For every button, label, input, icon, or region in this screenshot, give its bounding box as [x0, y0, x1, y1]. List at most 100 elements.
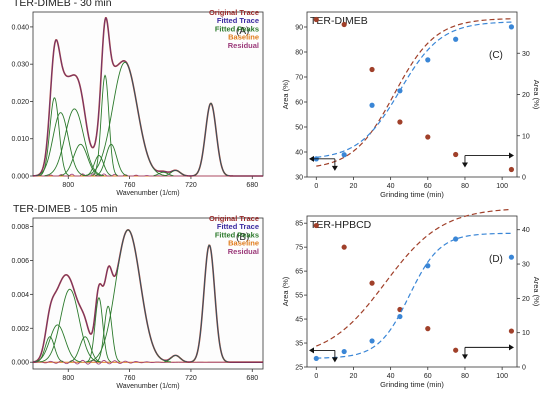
- x-tick-label: 720: [185, 182, 197, 189]
- y-tick-label: 90: [295, 25, 303, 32]
- y-axis-label: Area (%): [281, 276, 290, 306]
- y-tick-label: 25: [295, 365, 303, 372]
- panel-D: 25 35 45 55 65 75 85 0 10 20 30 40 0 20 40 60 80 100 Grind…: [281, 208, 541, 389]
- right-axis-arrowhead: [509, 344, 514, 351]
- right-axis-arrowhead: [509, 152, 514, 159]
- data-point-right: [453, 36, 459, 42]
- x-tick-label: 20: [350, 183, 358, 190]
- data-point-left: [313, 16, 319, 23]
- data-point-right: [313, 355, 319, 362]
- fitted-peak-3: [44, 108, 104, 177]
- y2-axis-label: Area (%): [532, 277, 541, 307]
- x-tick-label: 60: [424, 183, 432, 190]
- x-tick-label: 760: [124, 375, 136, 382]
- y-tick-label: 80: [295, 50, 303, 57]
- y-tick-label: 60: [295, 100, 303, 107]
- data-point-right: [341, 152, 347, 158]
- data-point-left: [397, 119, 403, 125]
- data-point-right: [397, 88, 403, 94]
- y-tick-label: 55: [295, 293, 303, 300]
- data-point-right: [425, 57, 431, 63]
- y-tick-label: 0.000: [11, 360, 29, 367]
- x-tick-label: 80: [461, 183, 469, 190]
- y-tick-label: 50: [295, 125, 303, 132]
- y2-tick-label: 30: [522, 262, 530, 269]
- data-point-right: [425, 263, 431, 269]
- x-tick-label: 20: [350, 373, 358, 380]
- x-tick-label: 40: [387, 183, 395, 190]
- left-axis-arrowhead-down: [331, 357, 338, 363]
- fit-curve-right: [316, 232, 512, 359]
- x-axis-label: Wavenumber (1/cm): [116, 383, 179, 390]
- fitted-peak-2: [35, 112, 86, 177]
- x-tick-label: 760: [124, 182, 136, 189]
- panel-label: (A): [236, 26, 249, 37]
- fitted-peak-6: [95, 305, 121, 363]
- x-tick-label: 60: [424, 373, 432, 380]
- y-tick-label: 0.004: [11, 292, 29, 299]
- y-tick-label: 0.002: [11, 326, 29, 333]
- legend-entry: Residual: [228, 247, 259, 256]
- data-point-left: [313, 222, 319, 229]
- y-axis-label: Area (%): [281, 79, 290, 109]
- y-tick-label: 0.040: [11, 24, 29, 31]
- residual-line: [32, 359, 263, 365]
- x-tick-label: 80: [461, 373, 469, 380]
- panel-B: 0.000 0.002 0.004 0.006 0.008 800 760 720 680 Wav…: [11, 203, 264, 390]
- data-point-left: [508, 328, 515, 334]
- x-tick-label: 720: [185, 375, 197, 382]
- x-tick-label: 800: [62, 182, 74, 189]
- fitted-trace-line: [32, 229, 263, 363]
- y2-axis-label: Area (%): [532, 80, 541, 110]
- fitted-peak-7: [95, 143, 128, 177]
- data-point-right: [453, 236, 459, 242]
- y-tick-label: 0.010: [11, 136, 29, 143]
- y-tick-label: 40: [295, 150, 303, 157]
- y-tick-label: 30: [295, 175, 303, 182]
- x-axis-label: Grinding time (min): [380, 190, 444, 199]
- fitted-peak-5: [86, 297, 112, 363]
- data-point-left: [369, 280, 375, 286]
- data-point-right: [508, 24, 515, 30]
- legend-entry: Fitted Trace: [217, 222, 259, 231]
- right-axis-arrowhead-down: [461, 354, 468, 360]
- y2-tick-label: 10: [522, 133, 530, 140]
- y-tick-label: 75: [295, 245, 303, 252]
- panel-A: 0.000 0.010 0.020 0.030 0.040 800 760 720 680 Wav…: [11, 0, 264, 197]
- plot-frame: [306, 215, 518, 368]
- y-tick-label: 65: [295, 269, 303, 276]
- x-tick-label: 680: [246, 182, 258, 189]
- fit-curve-left: [316, 208, 512, 347]
- data-point-right: [397, 313, 403, 320]
- y2-tick-label: 40: [522, 227, 530, 234]
- fitted-peak-3: [39, 288, 101, 363]
- panel-label: (B): [236, 232, 249, 243]
- x-axis-label: Grinding time (min): [380, 380, 444, 389]
- chart-title: TER-HPBCD: [310, 219, 372, 231]
- data-point-left: [453, 151, 459, 158]
- data-point-left: [425, 134, 431, 140]
- residual-line: [33, 173, 263, 177]
- left-axis-arrowhead: [309, 155, 314, 162]
- fitted-peak-9: [153, 171, 174, 177]
- x-tick-label: 100: [496, 373, 508, 380]
- legend-entry: Fitted Peaks: [215, 230, 259, 239]
- y-tick-label: 70: [295, 75, 303, 82]
- legend-entry: Original Trace: [209, 214, 259, 223]
- x-tick-label: 0: [314, 183, 318, 190]
- data-point-left: [508, 166, 515, 173]
- data-point-left: [369, 66, 375, 73]
- x-tick-label: 100: [496, 183, 508, 190]
- x-tick-label: 680: [246, 375, 258, 382]
- y-tick-label: 0.000: [11, 174, 29, 181]
- fitted-trace-line: [32, 17, 263, 177]
- plot-frame: [32, 217, 264, 370]
- legend-entry: Residual: [228, 41, 259, 50]
- data-point-left: [453, 347, 459, 353]
- data-point-right: [369, 102, 375, 108]
- chart-title: TER-DIMEB - 105 min: [13, 203, 118, 215]
- y-tick-label: 0.008: [11, 224, 29, 231]
- fitted-peak-5: [86, 155, 112, 176]
- panel-label: (C): [489, 50, 503, 61]
